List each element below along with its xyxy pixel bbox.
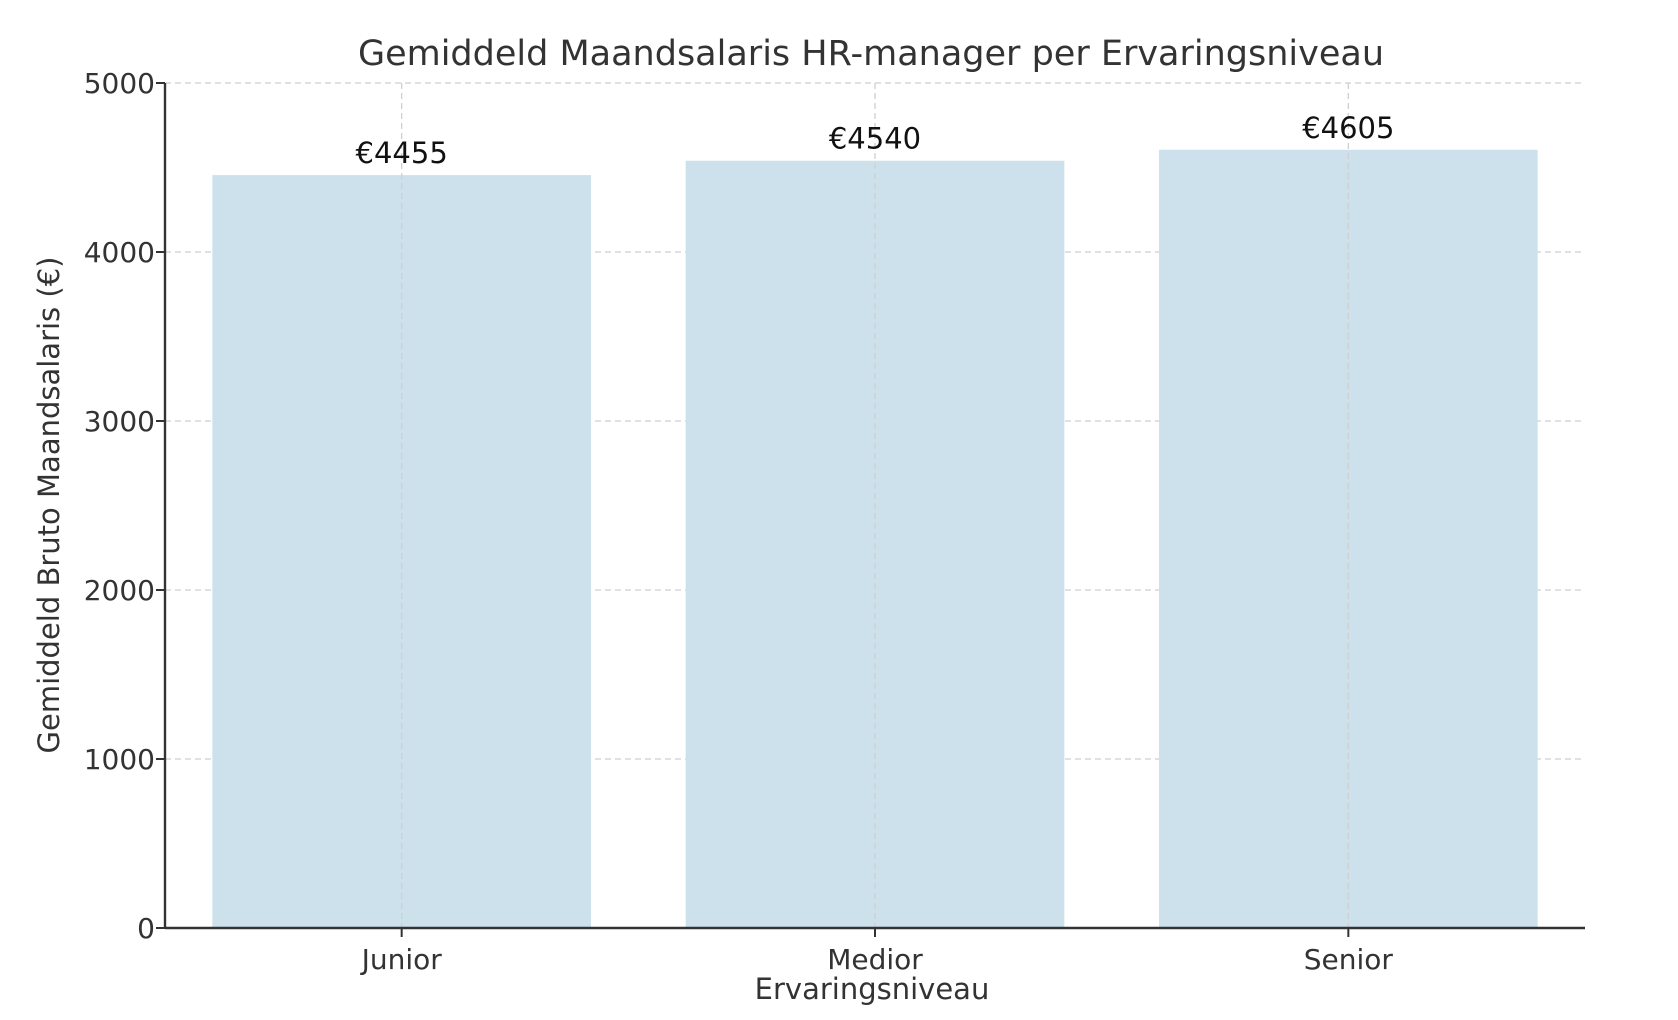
data-label-senior: €4605: [1302, 111, 1394, 145]
bar-junior: [212, 175, 592, 929]
y-axis-label: Gemiddeld Bruto Maandsalaris (€): [32, 257, 66, 754]
x-tick-label-junior: Junior: [360, 943, 443, 976]
x-tick-label-senior: Senior: [1304, 943, 1394, 976]
x-axis-ticks: Junior Medior Senior: [360, 928, 1394, 976]
chart-title: Gemiddeld Maandsalaris HR-manager per Er…: [358, 34, 1384, 74]
y-tick-label: 2000: [84, 574, 155, 607]
data-label-junior: €4455: [356, 136, 448, 170]
x-tick-label-medior: Medior: [827, 943, 923, 976]
y-tick-label: 1000: [84, 743, 155, 776]
y-axis-ticks: 0 1000 2000 3000 4000 5000: [84, 67, 165, 945]
y-tick-label: 3000: [84, 405, 155, 438]
y-tick-label: 4000: [84, 236, 155, 269]
y-tick-label: 0: [137, 912, 155, 945]
y-tick-label: 5000: [84, 67, 155, 100]
data-labels: €4455 €4540 €4605: [356, 111, 1395, 170]
vertical-grid-lines: [401, 83, 1349, 928]
x-axis-label: Ervaringsniveau: [755, 972, 990, 1006]
data-label-medior: €4540: [829, 122, 921, 156]
